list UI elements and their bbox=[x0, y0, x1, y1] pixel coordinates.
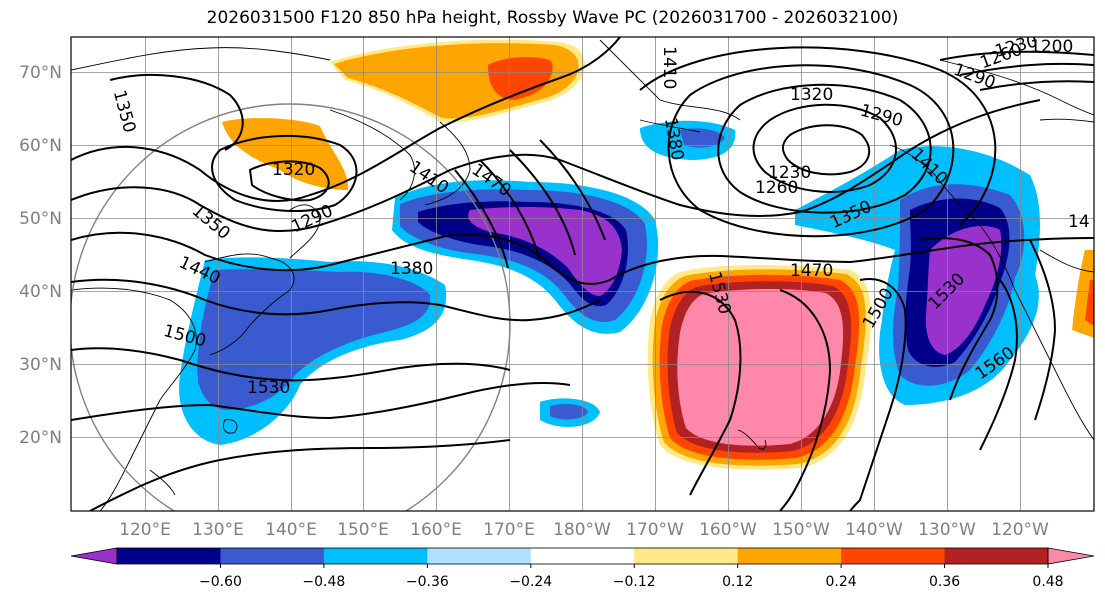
colorbar-swatch bbox=[737, 548, 842, 564]
lon-label: 140°E bbox=[265, 520, 317, 540]
lon-label: 170°E bbox=[483, 520, 535, 540]
graticule-lines bbox=[71, 37, 1094, 511]
colorbar-swatch bbox=[323, 548, 428, 564]
colorbar-swatch bbox=[634, 548, 739, 564]
lon-label: 150°W bbox=[772, 520, 830, 540]
contour-label: 1200 bbox=[1030, 37, 1073, 57]
map-frame bbox=[70, 36, 1095, 512]
latitude-labels: 70°N 60°N 50°N 40°N 30°N 20°N bbox=[19, 63, 62, 448]
contour-label: 1230 bbox=[768, 163, 811, 183]
colorbar-tick-label: −0.48 bbox=[302, 574, 345, 590]
lon-label: 160°E bbox=[410, 520, 462, 540]
colorbar bbox=[70, 547, 1095, 565]
contour-label: 1260 bbox=[755, 178, 798, 198]
colorbar-swatch bbox=[427, 548, 532, 564]
contour-label: 1530 bbox=[247, 378, 290, 398]
colorbar-extension-left bbox=[70, 547, 118, 565]
lon-label: 130°W bbox=[918, 520, 976, 540]
colorbar-ticks: −0.60 −0.48 −0.36 −0.24 −0.12 0.12 0.24 0.36 0.4… bbox=[199, 564, 1064, 590]
colorbar-swatch bbox=[220, 548, 325, 564]
colorbar-tick-label: 0.24 bbox=[826, 574, 857, 590]
contour-label: 1320 bbox=[790, 85, 833, 105]
reference-circle bbox=[71, 103, 511, 511]
colorbar-swatch bbox=[944, 548, 1049, 564]
colorbar-swatch bbox=[530, 548, 635, 564]
colorbar-tick-label: −0.36 bbox=[406, 574, 449, 590]
lat-label: 60°N bbox=[19, 136, 62, 156]
lon-label: 120°W bbox=[991, 520, 1049, 540]
lat-label: 20°N bbox=[19, 428, 62, 448]
colorbar-tick-label: −0.60 bbox=[199, 574, 242, 590]
contour-label: 14 bbox=[1068, 212, 1090, 232]
contour-label: 1410 bbox=[659, 46, 679, 89]
lon-label: 180°W bbox=[553, 520, 611, 540]
colorbar-tick-label: 0.36 bbox=[929, 574, 960, 590]
contour-label: 1470 bbox=[790, 261, 833, 281]
colorbar-tick-label: −0.24 bbox=[509, 574, 552, 590]
colorbar-tick-label: 0.12 bbox=[722, 574, 753, 590]
map-title: 2026031500 F120 850 hPa height, Rossby W… bbox=[206, 8, 899, 28]
contour-label: 1380 bbox=[390, 259, 433, 279]
colorbar-extension-right bbox=[1047, 547, 1095, 565]
lon-label: 160°W bbox=[699, 520, 757, 540]
lon-label: 120°E bbox=[119, 520, 171, 540]
longitude-labels: 120°E 130°E 140°E 150°E 160°E 170°E 180°… bbox=[119, 520, 1049, 540]
colorbar-outline bbox=[116, 547, 1049, 565]
colorbar-tick-label: 0.48 bbox=[1032, 574, 1063, 590]
lon-label: 140°W bbox=[845, 520, 903, 540]
lat-label: 70°N bbox=[19, 63, 62, 83]
coastlines bbox=[71, 39, 1094, 511]
lat-label: 30°N bbox=[19, 355, 62, 375]
contour-label: 1320 bbox=[272, 160, 315, 180]
colorbar-swatch bbox=[117, 548, 221, 564]
height-contours bbox=[71, 37, 1094, 511]
lon-label: 170°W bbox=[626, 520, 684, 540]
colorbar-tick-label: −0.12 bbox=[613, 574, 656, 590]
lon-label: 130°E bbox=[192, 520, 244, 540]
lon-label: 150°E bbox=[337, 520, 389, 540]
lat-label: 50°N bbox=[19, 209, 62, 229]
lat-label: 40°N bbox=[19, 282, 62, 302]
colorbar-swatch bbox=[841, 548, 946, 564]
